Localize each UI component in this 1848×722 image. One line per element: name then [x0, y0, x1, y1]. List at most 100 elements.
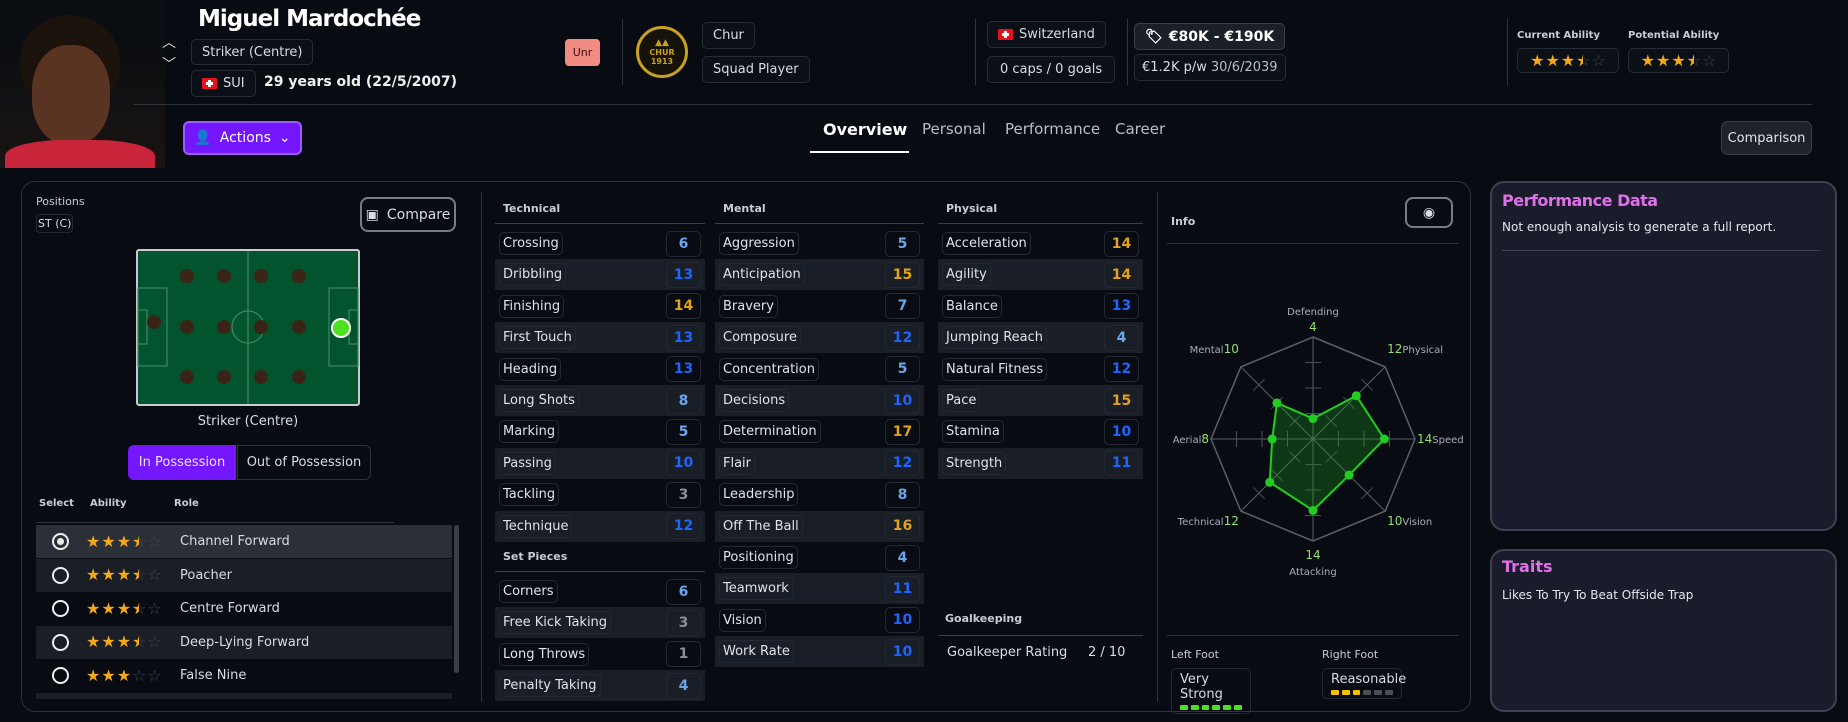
attribute-row[interactable]: Composure 12 [715, 322, 924, 354]
next-player-arrow[interactable]: ﹀ [162, 57, 176, 73]
attribute-row[interactable]: Bravery 7 [715, 291, 924, 322]
radar-gridline [1325, 414, 1338, 427]
attribute-row[interactable]: Tackling 3 [495, 479, 705, 510]
attribute-row[interactable]: Teamwork 11 [715, 573, 924, 605]
radar-axis-label: 12Physical [1387, 342, 1443, 356]
attribute-row[interactable]: Concentration 5 [715, 354, 924, 385]
radar-value-label: 4 [1309, 320, 1317, 334]
attribute-row[interactable]: Penalty Taking 4 [495, 670, 705, 702]
role-row[interactable]: ★ ★ ★ ☆ ☆ False Nine [36, 659, 452, 692]
attribute-row[interactable]: Pace 15 [938, 385, 1143, 416]
attribute-value: 15 [1104, 387, 1139, 414]
attribute-row[interactable]: Long Throws 1 [495, 639, 705, 670]
role-radio[interactable] [52, 566, 69, 584]
club-logo[interactable]: ▲▲ CHUR 1913 [636, 26, 688, 78]
attribute-row[interactable]: Leadership 8 [715, 479, 924, 510]
role-radio[interactable] [52, 600, 69, 617]
attribute-row[interactable]: Strength 11 [938, 447, 1143, 479]
attribute-name: Work Rate [719, 640, 794, 664]
star-icon: ★ [101, 632, 116, 651]
attribute-row[interactable]: Heading 13 [495, 354, 705, 385]
attribute-row[interactable]: First Touch 13 [495, 322, 705, 354]
radar-value-label: 14 [1305, 548, 1320, 562]
attribute-row[interactable]: Long Shots 8 [495, 385, 705, 416]
previous-player-arrow[interactable]: ︿ [162, 35, 176, 51]
tab-performance[interactable]: Performance [1005, 120, 1101, 138]
technical-header: Technical [495, 202, 705, 224]
attribute-row[interactable]: Acceleration 14 [938, 228, 1143, 259]
attribute-value: 3 [666, 481, 701, 508]
tab-overview[interactable]: Overview [823, 120, 908, 139]
nation-chip: SUI [191, 70, 256, 97]
attribute-row[interactable]: Agility 14 [938, 259, 1143, 291]
star-icon: ☆ [147, 598, 162, 618]
pitch-caption: Striker (Centre) [197, 414, 299, 429]
position-chip-st: ST (C) [36, 214, 74, 233]
radar-point [1308, 414, 1318, 424]
attribute-row[interactable]: Natural Fitness 12 [938, 354, 1143, 385]
attribute-row[interactable]: Crossing 6 [495, 228, 705, 259]
attribute-row[interactable]: Determination 17 [715, 416, 924, 447]
star-icon: ★ [116, 531, 132, 551]
comparison-button[interactable]: Comparison [1721, 121, 1812, 155]
attribute-row[interactable]: Off The Ball 16 [715, 510, 924, 542]
attribute-value: 8 [885, 481, 920, 508]
attribute-row[interactable]: Technique 12 [495, 510, 705, 542]
attribute-value: 4 [885, 544, 920, 571]
attribute-row[interactable]: Aggression 5 [715, 228, 924, 259]
attribute-value: 17 [885, 418, 920, 445]
tab-career[interactable]: Career [1115, 120, 1166, 138]
role-row[interactable]: ★★★☆☆Centre Forward [36, 592, 452, 625]
club-logo-text: CHUR 1913 [649, 47, 675, 66]
foot-bar [1331, 690, 1339, 695]
nationality-chip[interactable]: Switzerland [987, 21, 1106, 48]
attribute-value: 13 [666, 324, 701, 351]
positions-label: Positions [36, 195, 85, 208]
attribute-row[interactable]: Free Kick Taking 3 [495, 607, 705, 639]
attribute-row[interactable]: Balance 13 [938, 291, 1143, 322]
left-foot-bars [1180, 705, 1242, 710]
roles-scrollbar[interactable] [454, 525, 459, 673]
attribute-name: Off The Ball [719, 514, 803, 538]
attribute-name: Jumping Reach [942, 326, 1048, 350]
star-icon: ★ [1671, 50, 1686, 70]
divider [622, 19, 623, 85]
radar-axis-label: Aerial8 [1173, 432, 1209, 446]
star-icon: ☆ [132, 533, 146, 550]
role-row[interactable]: ★★★☆☆Deep-Lying Forward [36, 625, 452, 659]
attribute-name: Acceleration [942, 232, 1031, 255]
radar-gridline [1343, 396, 1356, 409]
attribute-row[interactable]: Corners 6 [495, 576, 705, 607]
role-row[interactable]: ★★★☆☆Poacher [36, 558, 452, 592]
actions-button[interactable]: 👤 Actions ⌄ [183, 121, 302, 155]
caps-chip: 0 caps / 0 goals [987, 56, 1116, 83]
role-row[interactable]: ★★★☆☆Channel Forward [36, 525, 452, 558]
star-icon: ★ [101, 665, 116, 685]
attribute-row[interactable]: Vision 10 [715, 605, 924, 636]
role-radio[interactable] [52, 533, 69, 550]
attribute-row[interactable]: Anticipation 15 [715, 259, 924, 291]
attribute-row[interactable]: Work Rate 10 [715, 636, 924, 668]
attribute-name: Tackling [499, 483, 560, 507]
radar-point [1379, 434, 1389, 444]
in-possession-toggle[interactable]: In Possession [128, 445, 236, 480]
attribute-row[interactable]: Finishing 14 [495, 291, 705, 322]
compare-button[interactable]: ▣ Compare [360, 197, 456, 232]
attribute-row[interactable]: Jumping Reach 4 [938, 322, 1143, 354]
role-radio[interactable] [52, 633, 69, 651]
out-of-possession-toggle[interactable]: Out of Possession [237, 445, 371, 480]
attribute-row[interactable]: Decisions 10 [715, 385, 924, 416]
status-badge[interactable]: Unr [565, 39, 600, 66]
attribute-row[interactable]: Dribbling 13 [495, 259, 705, 291]
tab-personal[interactable]: Personal [922, 120, 986, 138]
attribute-row[interactable]: Flair 12 [715, 447, 924, 479]
star-icon: ★ [1655, 50, 1671, 70]
role-radio[interactable] [52, 667, 69, 684]
performance-title: Performance Data [1502, 191, 1658, 210]
attribute-row[interactable]: Stamina 10 [938, 416, 1143, 447]
club-chip[interactable]: Chur [702, 22, 755, 49]
attribute-row[interactable]: Positioning 4 [715, 542, 924, 573]
attribute-row[interactable]: Marking 5 [495, 416, 705, 447]
attribute-row[interactable]: Passing 10 [495, 447, 705, 479]
player-info-button[interactable]: ◉ [1405, 197, 1453, 228]
